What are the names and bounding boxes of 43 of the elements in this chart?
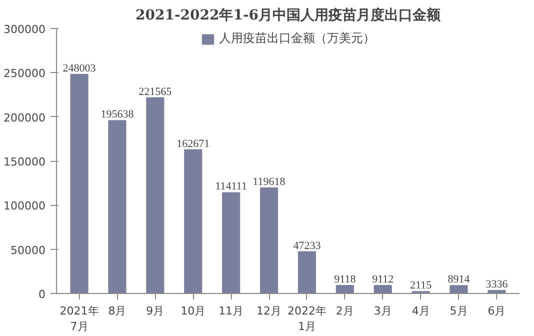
data-label: 221565: [138, 86, 172, 98]
data-label: 195638: [100, 108, 134, 121]
y-tick-label: 200000: [4, 111, 46, 124]
data-label: 162671: [176, 138, 210, 150]
x-tick-label: 5月: [450, 304, 468, 318]
x-tick-label: 12月: [256, 304, 282, 318]
bar: [298, 251, 316, 294]
x-tick-label: 11月: [218, 304, 244, 318]
bar: [184, 149, 202, 294]
bar: [70, 74, 88, 294]
y-tick-label: 150000: [4, 156, 46, 168]
x-tick-label: 10月: [180, 304, 206, 318]
x-tick-label: 2月: [336, 304, 354, 318]
data-label: 114111: [215, 180, 247, 193]
data-label: 248003: [62, 62, 96, 74]
y-tick-label: 300000: [4, 23, 46, 36]
bar: [260, 187, 278, 294]
x-tick-label: 9月: [146, 304, 164, 318]
x-tick-label: 8月: [108, 304, 126, 318]
x-tick-label: 2022年 1月: [287, 304, 326, 334]
y-tick-label: 50000: [10, 244, 46, 257]
x-tick-label: 3月: [374, 304, 392, 318]
y-tick-label: 250000: [4, 67, 46, 80]
data-label: 119618: [252, 176, 286, 188]
data-label: 9118: [334, 273, 356, 286]
data-label: 8914: [448, 274, 470, 286]
x-tick-label: 4月: [412, 304, 430, 318]
x-tick-label: 2021年 7月: [60, 304, 99, 334]
bar: [108, 120, 126, 294]
y-tick-label: 0: [38, 288, 46, 301]
x-tick-label: 6月: [488, 304, 506, 318]
bar: [146, 97, 164, 294]
data-label: 2115: [410, 280, 432, 292]
legend-label: 人用疫苗出口金额（万美元）: [219, 30, 375, 47]
y-tick-label: 100000: [4, 200, 46, 213]
bar: [336, 284, 354, 294]
data-label: 9112: [372, 273, 394, 286]
chart-title: 2021-2022年1-6月中国人用疫苗月度出口金额: [135, 6, 442, 24]
data-label: 3336: [486, 278, 508, 291]
bar: [450, 285, 468, 294]
data-label: 47233: [293, 240, 322, 252]
bar: [222, 192, 240, 294]
bar: [374, 284, 392, 294]
